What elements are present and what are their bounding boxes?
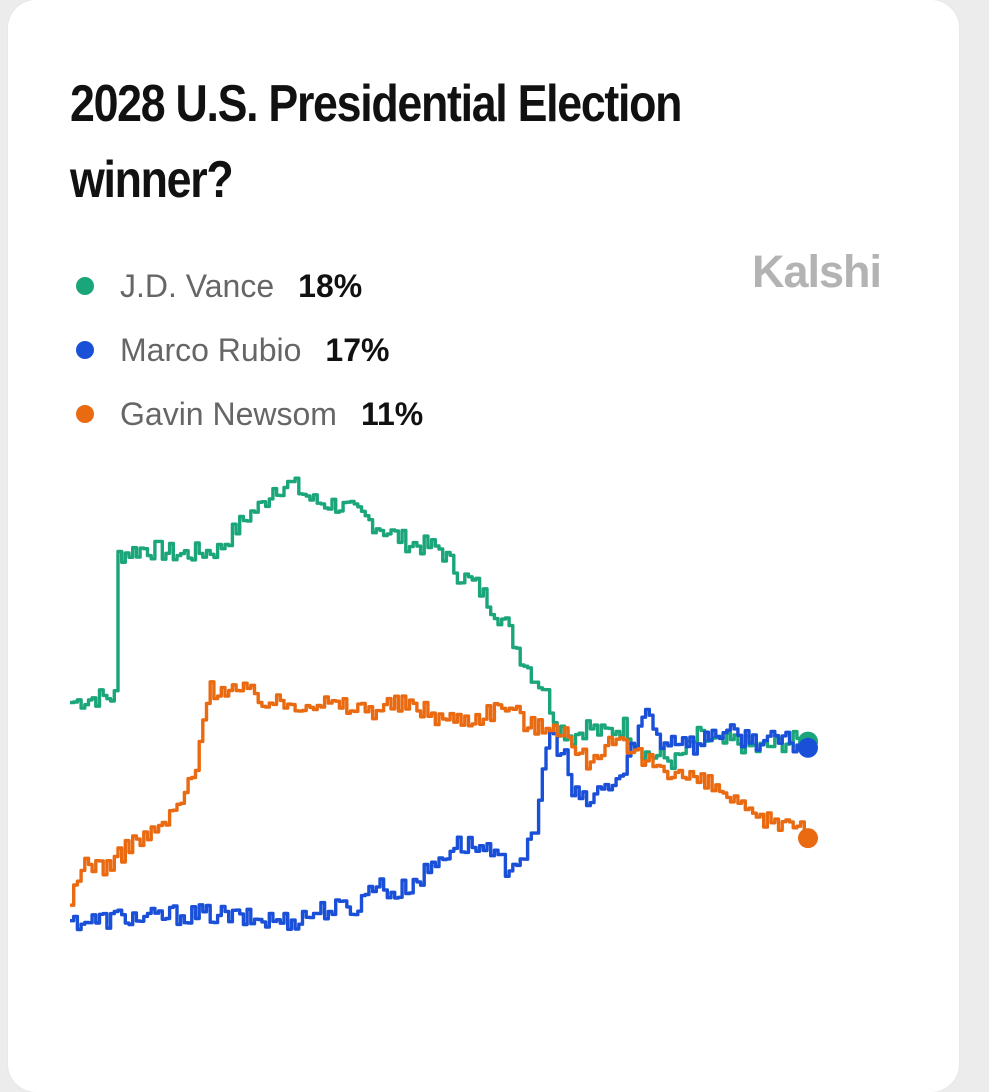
legend-dot-rubio — [76, 341, 94, 359]
series-endpoint-rubio[interactable] — [798, 737, 818, 758]
series-line-rubio[interactable] — [70, 707, 810, 932]
legend-label-vance: J.D. Vance — [120, 267, 275, 304]
legend-dot-newsom — [76, 405, 94, 423]
market-title-line-2: winner? — [70, 151, 234, 209]
kalshi-logo: Kalshi — [752, 246, 882, 297]
series-line-newsom[interactable] — [70, 680, 810, 907]
legend-item-newsom: Gavin Newsom 11% — [76, 382, 423, 446]
chart-legend: J.D. Vance 18% Marco Rubio 17% Gavin New… — [76, 254, 423, 446]
market-card[interactable]: 2028 U.S. Presidential Election winner? … — [8, 0, 959, 1092]
series-endpoint-newsom[interactable] — [798, 828, 818, 849]
market-title: 2028 U.S. Presidential Election winner? — [70, 66, 775, 218]
legend-value-rubio: 17% — [325, 331, 390, 368]
market-title-line-1: 2028 U.S. Presidential Election — [70, 75, 682, 133]
legend-label-rubio: Marco Rubio — [120, 331, 302, 368]
legend-value-vance: 18% — [298, 267, 363, 304]
legend-dot-vance — [76, 277, 94, 295]
legend-item-rubio: Marco Rubio 17% — [76, 318, 423, 382]
legend-label-newsom: Gavin Newsom — [120, 395, 337, 432]
legend-item-vance: J.D. Vance 18% — [76, 254, 423, 318]
legend-value-newsom: 11% — [360, 395, 424, 432]
